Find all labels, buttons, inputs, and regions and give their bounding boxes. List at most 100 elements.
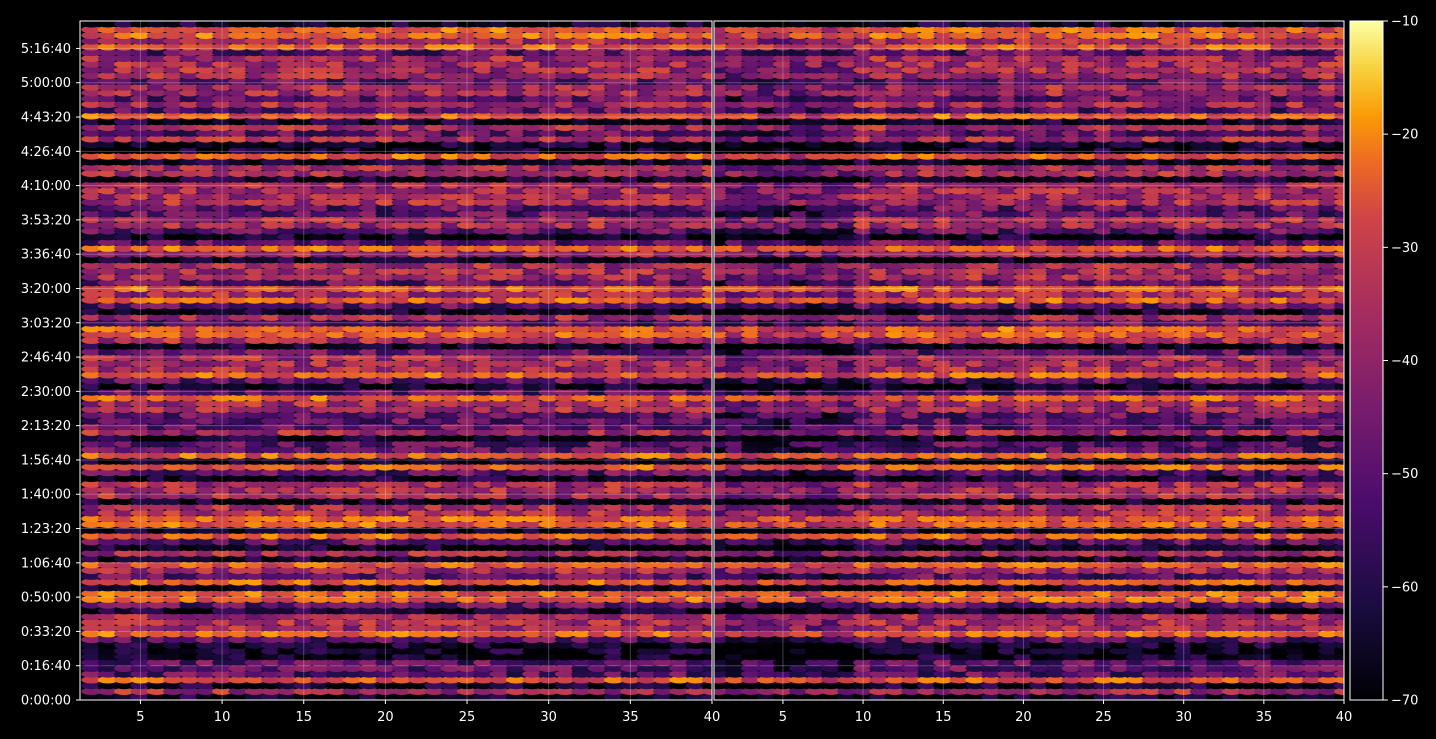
heatmap-cell: [603, 411, 625, 419]
heatmap-cell: [538, 451, 559, 459]
heatmap-cell: [97, 670, 118, 678]
heatmap-cell: [97, 434, 118, 442]
heatmap-cell: [342, 371, 363, 379]
heatmap-cell: [228, 515, 249, 523]
heatmap-cell: [195, 446, 216, 454]
heatmap-cell: [571, 664, 592, 673]
heatmap-cell: [571, 682, 592, 690]
heatmap-cell: [652, 520, 674, 529]
heatmap-cell: [179, 469, 200, 477]
heatmap-cell: [130, 394, 151, 402]
heatmap-cell: [81, 486, 102, 494]
heatmap-cell: [195, 440, 216, 448]
heatmap-cell: [212, 647, 233, 655]
heatmap-cell: [473, 463, 494, 471]
heatmap-cell: [489, 630, 510, 638]
heatmap-cell: [359, 411, 380, 419]
heatmap-cell: [97, 566, 118, 575]
heatmap-cell: [261, 613, 282, 621]
heatmap-cell: [652, 503, 674, 511]
heatmap-cell: [424, 469, 445, 477]
heatmap-cell: [146, 693, 167, 700]
heatmap-cell: [310, 520, 331, 529]
heatmap-cell: [342, 434, 363, 442]
heatmap-cell: [179, 434, 200, 442]
heatmap-cell: [277, 636, 298, 644]
heatmap-cell: [146, 463, 167, 471]
heatmap-cell: [685, 486, 706, 494]
heatmap-cell: [195, 451, 216, 459]
heatmap-cell: [310, 417, 331, 425]
heatmap-cell: [571, 601, 592, 609]
heatmap-cell: [146, 572, 167, 580]
heatmap-cell: [293, 509, 314, 517]
heatmap-cell: [587, 520, 608, 529]
heatmap-cell: [489, 417, 510, 425]
heatmap-cell: [554, 687, 576, 696]
heatmap-cell: [522, 394, 543, 402]
heatmap-cell: [587, 636, 608, 644]
heatmap-cell: [391, 561, 412, 569]
heatmap-cell: [277, 584, 298, 592]
heatmap-cell: [587, 687, 608, 696]
heatmap-cell: [261, 405, 282, 413]
heatmap-cell: [359, 446, 380, 454]
heatmap-cell: [179, 561, 200, 569]
heatmap-cell: [195, 417, 216, 425]
heatmap-cell: [359, 480, 380, 488]
heatmap-cell: [652, 474, 674, 483]
heatmap-cell: [97, 578, 118, 586]
heatmap-cell: [407, 647, 429, 655]
heatmap-cell: [538, 394, 559, 402]
heatmap-cell: [440, 538, 461, 546]
heatmap-cell: [179, 365, 200, 373]
heatmap-cell: [652, 417, 674, 425]
heatmap-cell: [261, 497, 282, 506]
heatmap-cell: [293, 469, 314, 477]
heatmap-cell: [326, 566, 347, 575]
heatmap-cell: [97, 572, 118, 580]
heatmap-cell: [538, 423, 559, 431]
heatmap-cell: [81, 469, 102, 477]
heatmap-cell: [359, 595, 380, 603]
heatmap-cell: [195, 520, 216, 529]
heatmap-cell: [114, 394, 135, 402]
heatmap-cell: [342, 613, 363, 621]
heatmap-cell: [620, 457, 641, 465]
heatmap-cell: [179, 515, 200, 523]
heatmap-cell: [701, 693, 712, 700]
heatmap-cell: [456, 607, 478, 615]
heatmap-cell: [261, 572, 282, 580]
heatmap-cell: [587, 601, 608, 609]
heatmap-cell: [489, 411, 510, 419]
heatmap-cell: [228, 572, 249, 580]
heatmap-cell: [146, 382, 167, 390]
heatmap-cell: [244, 630, 265, 638]
heatmap-cell: [261, 480, 282, 488]
heatmap-cell: [701, 532, 712, 540]
heatmap-cell: [195, 486, 216, 494]
heatmap-cell: [326, 451, 347, 459]
heatmap-cell: [571, 526, 592, 534]
heatmap-cell: [326, 664, 347, 673]
heatmap-cell: [114, 641, 135, 649]
heatmap-cell: [620, 561, 641, 569]
heatmap-cell: [669, 693, 690, 700]
heatmap-cell: [603, 653, 625, 661]
heatmap-cell: [244, 641, 265, 649]
heatmap-cell: [244, 561, 265, 569]
heatmap-cell: [195, 394, 216, 402]
heatmap-cell: [424, 613, 445, 621]
heatmap-cell: [456, 578, 478, 586]
heatmap-cell: [146, 509, 167, 517]
heatmap-cell: [261, 676, 282, 684]
heatmap-cell: [375, 400, 396, 408]
heatmap-cell: [587, 613, 608, 621]
heatmap-cell: [685, 411, 706, 419]
heatmap-cell: [685, 382, 706, 390]
heatmap-cell: [97, 457, 118, 465]
heatmap-cell: [685, 578, 706, 586]
heatmap-cell: [554, 411, 576, 419]
heatmap-cell: [505, 486, 527, 494]
heatmap-cell: [505, 636, 527, 644]
